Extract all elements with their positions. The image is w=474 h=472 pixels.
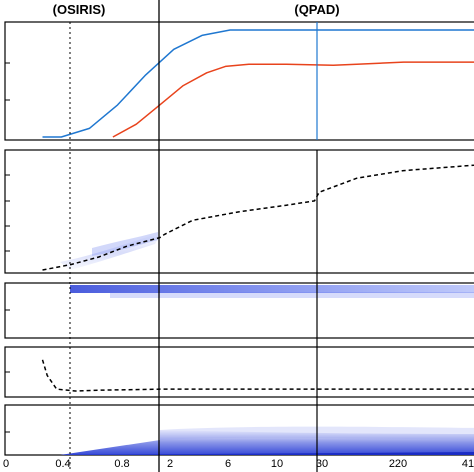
panel-1-series-blue-line: [42, 29, 474, 138]
panel-2-density-core: [92, 232, 158, 256]
section-label-osiris: (OSIRIS): [53, 2, 106, 17]
panel-1-series-red-line: [112, 61, 474, 138]
dividers: [69, 0, 318, 472]
x-tick-labels: 0 0.4 0.8 2 6 10 30 220 41: [3, 458, 474, 470]
x-tick-label: 30: [316, 458, 328, 470]
y-ticks: [5, 62, 10, 433]
x-tick-label: 0.4: [55, 458, 70, 470]
panel-5-density-base: [60, 452, 474, 455]
panel-5-density-wedge: [60, 430, 474, 455]
section-label-qpad: (QPAD): [294, 2, 339, 17]
density-fills: [60, 232, 474, 455]
panel-frames: [4, 21, 474, 456]
x-tick-label: 0: [3, 458, 9, 470]
panel-2-series-dashed-line: [42, 164, 474, 271]
series-layer: [41, 29, 474, 392]
x-tick-label: 220: [389, 458, 407, 470]
x-tick-label: 6: [225, 458, 231, 470]
panel-4-series-dashed-line: [41, 359, 474, 392]
x-tick-label: 2: [167, 458, 173, 470]
x-tick-label: 41: [462, 458, 474, 470]
x-tick-label: 10: [271, 458, 283, 470]
panel-2-frame: [4, 149, 474, 274]
panel-3-density-band: [70, 285, 474, 293]
x-tick-label: 0.8: [114, 458, 129, 470]
panel-1-frame: [4, 21, 474, 141]
